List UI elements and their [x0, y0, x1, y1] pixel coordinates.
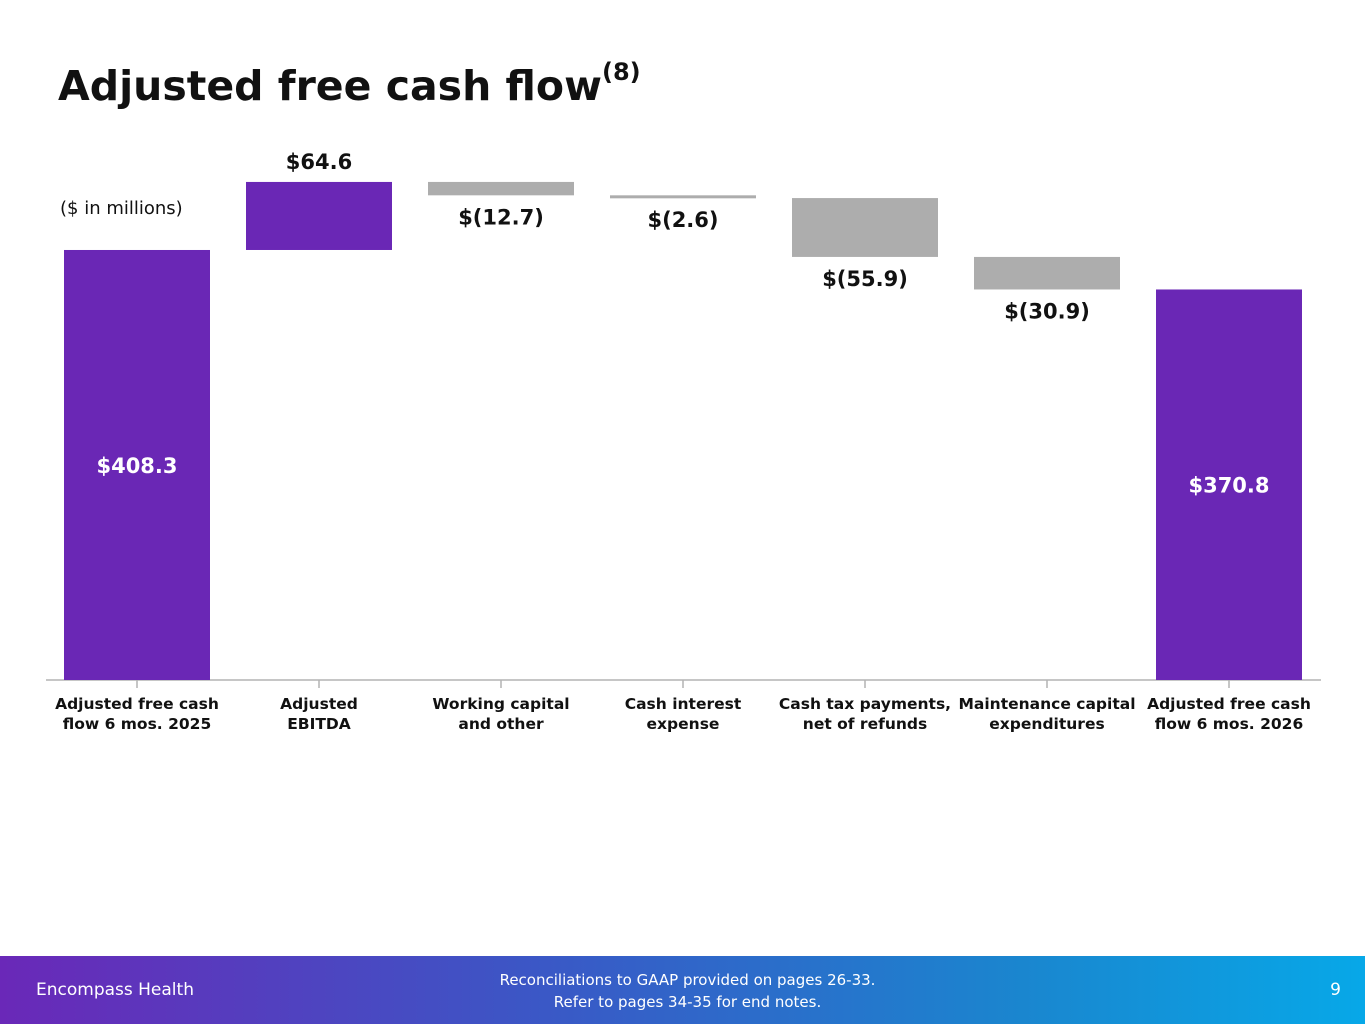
- footer-note-line-1: Reconciliations to GAAP provided on page…: [499, 971, 876, 989]
- bar-1: [246, 181, 392, 250]
- bar-3: [610, 195, 756, 199]
- data-label-4: $(55.9): [822, 267, 908, 291]
- category-label-6-line-1: flow 6 mos. 2026: [1155, 715, 1303, 733]
- bar-2: [428, 181, 574, 196]
- bar-6: [1156, 289, 1302, 680]
- category-label-3: Cash interest expense: [625, 695, 742, 733]
- data-label-5: $(30.9): [1004, 299, 1090, 323]
- page-number: 9: [1330, 980, 1341, 1000]
- footer-notes: Reconciliations to GAAP provided on page…: [440, 969, 935, 1013]
- data-label-1: $64.6: [286, 150, 352, 174]
- data-label-3: $(2.6): [647, 208, 718, 232]
- category-label-2: Working capital and other: [432, 695, 569, 733]
- data-label-0: $408.3: [96, 454, 177, 478]
- category-label-2-line-0: Working capital: [432, 695, 569, 713]
- category-label-3-line-0: Cash interest: [625, 695, 742, 713]
- category-label-6-line-0: Adjusted free cash: [1147, 695, 1311, 713]
- category-label-4-line-1: net of refunds: [803, 715, 927, 733]
- footer-brand: Encompass Health: [36, 980, 194, 1000]
- bar-5: [974, 256, 1120, 290]
- category-label-6: Adjusted free cash flow 6 mos. 2026: [1147, 695, 1311, 733]
- category-label-4: Cash tax payments, net of refunds: [779, 695, 951, 733]
- category-label-5: Maintenance capital expenditures: [958, 695, 1135, 733]
- data-label-2: $(12.7): [458, 205, 544, 229]
- category-label-1-line-0: Adjusted: [280, 695, 358, 713]
- category-label-0-line-0: Adjusted free cash: [55, 695, 219, 713]
- page-title-endnote: (8): [601, 58, 641, 86]
- waterfall-chart: $408.3 Adjusted free cash flow 6 mos. 2025…: [46, 150, 1321, 733]
- page-title-text: Adjusted free cash flow: [58, 62, 602, 110]
- data-label-6: $370.8: [1188, 474, 1269, 498]
- footer-bar: Encompass Health Reconciliations to GAAP…: [0, 956, 1365, 1024]
- page-title: Adjusted free cash flow(8): [58, 58, 641, 111]
- category-label-4-line-0: Cash tax payments,: [779, 695, 951, 713]
- category-label-5-line-1: expenditures: [989, 715, 1104, 733]
- category-label-2-line-1: and other: [458, 715, 544, 733]
- bar-0: [64, 249, 210, 680]
- category-label-5-line-0: Maintenance capital: [958, 695, 1135, 713]
- category-label-1-line-1: EBITDA: [287, 715, 351, 733]
- category-label-1: Adjusted EBITDA: [280, 695, 358, 733]
- footer-note-line-2: Refer to pages 34-35 for end notes.: [553, 993, 822, 1011]
- category-label-0-line-1: flow 6 mos. 2025: [63, 715, 211, 733]
- category-label-3-line-1: expense: [647, 715, 720, 733]
- bar-4: [792, 198, 938, 257]
- units-note: ($ in millions): [60, 198, 183, 219]
- category-label-0: Adjusted free cash flow 6 mos. 2025: [55, 695, 219, 733]
